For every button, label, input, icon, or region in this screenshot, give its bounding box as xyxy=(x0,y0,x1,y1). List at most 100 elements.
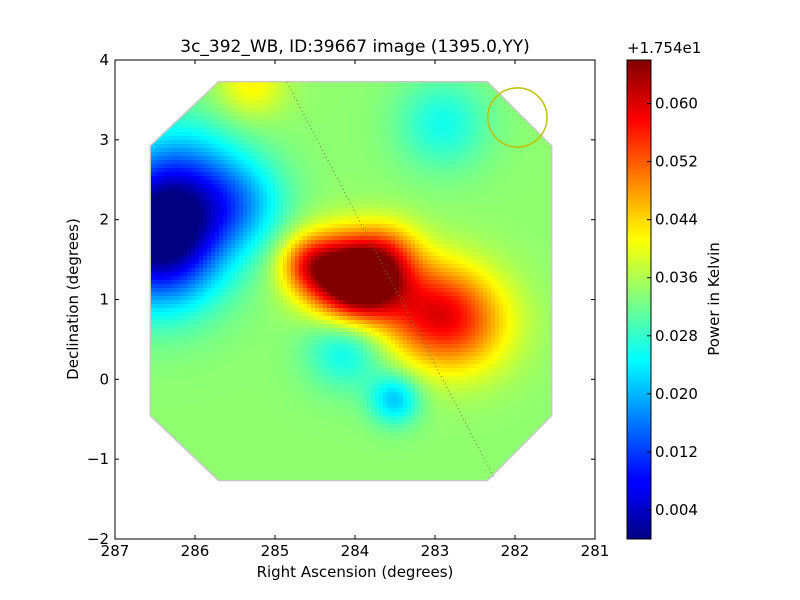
heatmap-cell xyxy=(255,108,260,113)
heatmap-cell xyxy=(215,476,220,480)
heatmap-cell xyxy=(231,72,236,77)
heatmap-cell xyxy=(243,280,248,285)
heatmap-cell xyxy=(191,132,196,137)
heatmap-cell xyxy=(175,92,180,97)
heatmap-cell xyxy=(195,504,200,509)
heatmap-cell xyxy=(119,308,124,313)
heatmap-cell xyxy=(279,316,284,321)
heatmap-cell xyxy=(167,324,172,329)
heatmap-cell xyxy=(123,348,128,353)
heatmap-cell xyxy=(115,404,120,409)
heatmap-cell xyxy=(159,92,164,97)
heatmap-cell xyxy=(207,184,212,189)
heatmap-cell xyxy=(151,296,156,301)
heatmap-cell xyxy=(187,268,192,273)
heatmap-cell xyxy=(175,82,180,85)
heatmap-cell xyxy=(235,372,240,377)
heatmap-cell xyxy=(115,148,120,153)
heatmap-cell xyxy=(143,364,148,369)
heatmap-cell xyxy=(251,488,256,493)
heatmap-cell xyxy=(227,460,232,465)
heatmap-cell xyxy=(163,528,168,533)
heatmap-cell xyxy=(259,416,264,421)
heatmap-cell xyxy=(251,272,256,277)
heatmap-cell xyxy=(247,324,252,329)
heatmap-cell xyxy=(223,508,228,513)
heatmap-cell xyxy=(215,452,220,457)
heatmap-cell xyxy=(223,352,228,357)
heatmap-cell xyxy=(231,456,236,461)
heatmap-cell xyxy=(227,532,232,537)
heatmap-cell xyxy=(195,312,200,317)
heatmap-cell xyxy=(207,84,212,89)
heatmap-cell xyxy=(207,200,212,205)
heatmap-cell xyxy=(191,392,196,397)
heatmap-cell xyxy=(235,188,240,193)
heatmap-cell xyxy=(123,100,128,105)
heatmap-cell xyxy=(259,312,264,317)
heatmap-cell xyxy=(231,92,236,97)
heatmap-cell xyxy=(115,408,120,413)
heatmap-cell xyxy=(223,256,228,261)
heatmap-cell xyxy=(131,208,136,213)
heatmap-cell xyxy=(223,120,228,125)
heatmap-cell xyxy=(139,392,144,397)
heatmap-cell xyxy=(207,148,212,153)
heatmap-cell xyxy=(163,432,168,437)
heatmap-cell xyxy=(215,240,220,245)
heatmap-cell xyxy=(239,496,244,501)
heatmap-cell xyxy=(127,132,132,137)
heatmap-cell xyxy=(259,440,264,445)
heatmap-cell xyxy=(143,316,148,321)
heatmap-cell xyxy=(163,284,168,289)
heatmap-cell xyxy=(219,244,224,249)
heatmap-cell xyxy=(243,308,248,313)
heatmap-cell xyxy=(123,272,128,277)
heatmap-cell xyxy=(163,468,168,473)
heatmap-cell xyxy=(227,204,232,209)
heatmap-cell xyxy=(247,452,252,457)
heatmap-cell xyxy=(211,304,216,309)
heatmap-cell xyxy=(207,284,212,289)
heatmap-cell xyxy=(207,156,212,161)
heatmap-cell xyxy=(235,316,240,321)
heatmap-cell xyxy=(235,484,240,489)
heatmap-cell xyxy=(159,184,164,189)
heatmap-cell xyxy=(279,308,284,313)
heatmap-cell xyxy=(163,124,168,129)
heatmap-cell xyxy=(167,240,172,245)
heatmap-cell xyxy=(187,208,192,213)
heatmap-cell xyxy=(259,476,264,480)
heatmap-cell xyxy=(179,360,184,365)
heatmap-cell xyxy=(115,428,120,433)
heatmap-cell xyxy=(187,160,192,165)
heatmap-cell xyxy=(247,264,252,269)
heatmap-cell xyxy=(203,84,208,89)
heatmap-cell xyxy=(215,472,220,477)
heatmap-cell xyxy=(247,136,252,141)
heatmap-cell xyxy=(179,136,184,141)
heatmap-cell xyxy=(123,440,128,445)
heatmap-cell xyxy=(131,344,136,349)
heatmap-cell xyxy=(159,404,164,409)
heatmap-cell xyxy=(255,124,260,129)
heatmap-cell xyxy=(215,492,220,497)
heatmap-cell xyxy=(151,248,156,253)
heatmap-cell xyxy=(243,344,248,349)
heatmap-cell xyxy=(123,160,128,165)
heatmap-cell xyxy=(215,420,220,425)
heatmap-cell xyxy=(239,120,244,125)
heatmap-cell xyxy=(275,368,280,373)
heatmap-cell xyxy=(199,256,204,261)
heatmap-cell xyxy=(203,496,208,501)
heatmap-cell xyxy=(251,164,256,169)
heatmap-cell xyxy=(239,516,244,521)
heatmap-cell xyxy=(219,128,224,133)
heatmap-cell xyxy=(127,492,132,497)
heatmap-cell xyxy=(263,176,268,181)
heatmap-cell xyxy=(239,168,244,173)
heatmap-cell xyxy=(223,112,228,117)
heatmap-cell xyxy=(175,248,180,253)
heatmap-cell xyxy=(159,112,164,117)
heatmap-cell xyxy=(135,332,140,337)
